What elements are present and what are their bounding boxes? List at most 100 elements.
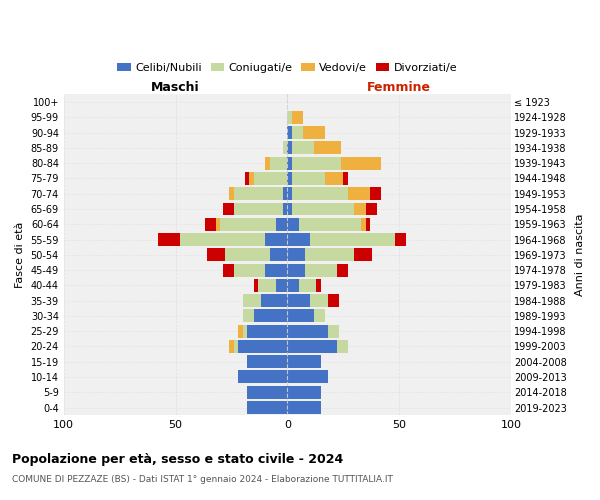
Bar [234,264,265,276]
Bar [287,386,321,398]
Bar [223,202,234,215]
Bar [305,264,337,276]
Bar [247,324,287,338]
Bar [292,156,341,170]
Bar [250,172,254,185]
Bar [242,310,254,322]
Bar [247,355,287,368]
Bar [265,264,287,276]
Bar [287,264,305,276]
Bar [287,324,328,338]
Bar [287,294,310,307]
Bar [292,202,355,215]
Bar [234,202,283,215]
Bar [343,172,348,185]
Bar [229,340,234,353]
Bar [325,172,343,185]
Bar [287,202,292,215]
Bar [283,202,287,215]
Text: Femmine: Femmine [367,82,431,94]
Bar [260,294,287,307]
Bar [365,218,370,231]
Bar [310,233,395,246]
Bar [287,401,321,414]
Bar [310,294,328,307]
Bar [292,111,303,124]
Bar [265,233,287,246]
Bar [287,172,292,185]
Text: Maschi: Maschi [151,82,200,94]
Bar [234,188,283,200]
Bar [259,279,276,292]
Bar [287,310,314,322]
Bar [287,188,292,200]
Bar [303,126,325,139]
Bar [292,142,314,154]
Bar [314,142,341,154]
Bar [254,279,259,292]
Bar [287,111,292,124]
Bar [242,294,260,307]
Bar [355,202,365,215]
Bar [292,126,303,139]
Bar [337,340,348,353]
Y-axis label: Anni di nascita: Anni di nascita [575,214,585,296]
Y-axis label: Fasce di età: Fasce di età [15,222,25,288]
Bar [180,233,265,246]
Bar [328,324,339,338]
Bar [348,188,370,200]
Bar [365,202,377,215]
Bar [229,188,234,200]
Bar [287,370,328,384]
Bar [299,279,316,292]
Bar [234,340,238,353]
Bar [247,386,287,398]
Bar [269,156,287,170]
Bar [245,172,250,185]
Bar [216,218,220,231]
Bar [314,310,325,322]
Bar [292,172,325,185]
Bar [158,233,180,246]
Bar [265,156,269,170]
Bar [287,126,292,139]
Text: Popolazione per età, sesso e stato civile - 2024: Popolazione per età, sesso e stato civil… [12,452,343,466]
Bar [247,401,287,414]
Bar [292,188,348,200]
Bar [283,142,287,154]
Bar [287,142,292,154]
Bar [223,264,234,276]
Bar [205,218,216,231]
Bar [337,264,348,276]
Bar [328,294,339,307]
Bar [305,248,355,262]
Bar [287,355,321,368]
Bar [276,279,287,292]
Bar [238,340,287,353]
Bar [283,188,287,200]
Bar [276,218,287,231]
Bar [355,248,373,262]
Bar [361,218,365,231]
Bar [341,156,382,170]
Bar [395,233,406,246]
Bar [269,248,287,262]
Bar [287,233,310,246]
Bar [225,248,269,262]
Bar [299,218,361,231]
Bar [287,218,299,231]
Legend: Celibi/Nubili, Coniugati/e, Vedovi/e, Divorziati/e: Celibi/Nubili, Coniugati/e, Vedovi/e, Di… [113,58,462,78]
Bar [370,188,382,200]
Bar [238,324,242,338]
Bar [220,218,276,231]
Text: COMUNE DI PEZZAZE (BS) - Dati ISTAT 1° gennaio 2024 - Elaborazione TUTTITALIA.IT: COMUNE DI PEZZAZE (BS) - Dati ISTAT 1° g… [12,475,393,484]
Bar [238,370,287,384]
Bar [287,156,292,170]
Bar [287,279,299,292]
Bar [287,248,305,262]
Bar [207,248,225,262]
Bar [254,172,287,185]
Bar [287,340,337,353]
Bar [254,310,287,322]
Bar [316,279,321,292]
